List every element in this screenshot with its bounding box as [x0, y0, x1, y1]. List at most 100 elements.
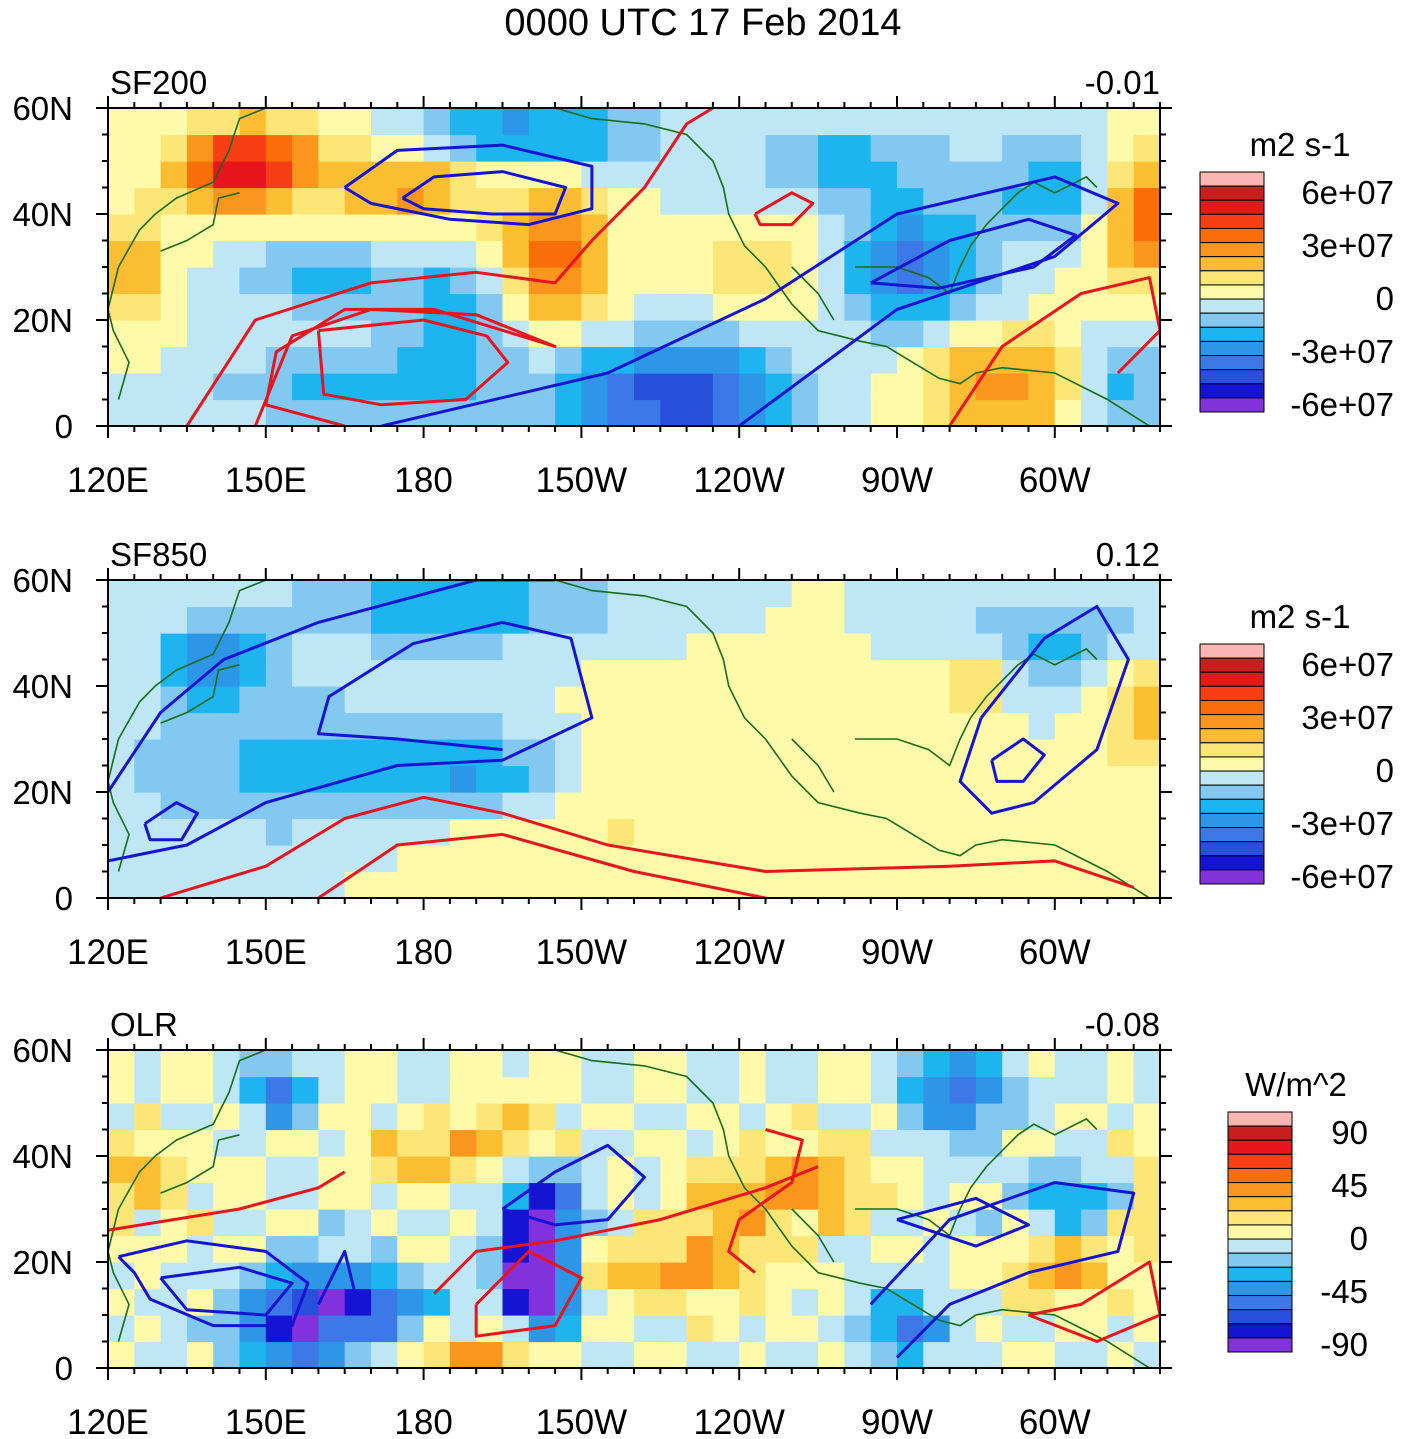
- field-cell: [791, 606, 819, 634]
- field-cell: [186, 1050, 214, 1078]
- field-cell: [607, 633, 635, 661]
- field-cell: [108, 871, 135, 898]
- field-cell: [949, 686, 977, 714]
- field-cell: [1028, 633, 1056, 661]
- correlation-label: -0.08: [1085, 1006, 1160, 1043]
- field-cell: [476, 633, 504, 661]
- field-cell: [844, 108, 872, 136]
- field-cell: [528, 1050, 556, 1078]
- x-tick-label: 150W: [536, 933, 627, 972]
- field-cell: [555, 871, 582, 898]
- field-cell: [818, 1129, 845, 1157]
- field-cell: [1002, 214, 1030, 242]
- field-cell: [870, 373, 898, 401]
- field-cell: [923, 240, 951, 268]
- field-cell: [292, 739, 319, 767]
- field-cell: [923, 1288, 951, 1316]
- field-cell: [975, 1103, 1003, 1131]
- field-cell: [213, 267, 241, 295]
- field-cell: [528, 633, 556, 661]
- field-cell: [449, 686, 477, 714]
- field-cell: [134, 845, 162, 873]
- colorbar-swatch: [1199, 340, 1265, 357]
- field-cell: [581, 1235, 609, 1263]
- field-cell: [581, 1076, 609, 1104]
- field-cell: [581, 293, 609, 321]
- field-cell: [1002, 1103, 1030, 1131]
- field-cell: [397, 1129, 425, 1157]
- field-cell: [818, 1288, 845, 1316]
- field-cell: [791, 633, 819, 661]
- field-cell: [502, 633, 530, 661]
- field-cell: [528, 1262, 556, 1290]
- field-cell: [108, 686, 135, 714]
- field-cell: [528, 346, 556, 374]
- x-tick-label: 120W: [693, 1403, 784, 1439]
- field-cell: [292, 346, 319, 374]
- field-cell: [318, 1050, 346, 1078]
- field-cell: [502, 580, 530, 608]
- field-cell: [897, 1235, 924, 1263]
- field-cell: [502, 1156, 530, 1184]
- coastline: [108, 309, 130, 400]
- field-cell: [423, 267, 451, 295]
- x-tick-label: 120E: [67, 1403, 149, 1439]
- field-cell: [870, 580, 898, 608]
- field-cell: [213, 293, 241, 321]
- field-cell: [739, 1341, 767, 1368]
- field-cell: [528, 871, 556, 898]
- field-cell: [502, 686, 530, 714]
- field-cell: [660, 267, 688, 295]
- field-cell: [607, 1235, 635, 1263]
- negative-contour: [108, 580, 556, 793]
- field-cell: [1133, 659, 1160, 687]
- field-cell: [712, 373, 740, 401]
- field-cell: [660, 1182, 688, 1210]
- field-cell: [292, 686, 319, 714]
- y-tick-label: 20N: [12, 1244, 73, 1281]
- field-cell: [1107, 134, 1135, 162]
- field-cell: [870, 1209, 898, 1237]
- field-cell: [712, 712, 740, 740]
- field-cell: [1081, 1103, 1108, 1131]
- field-cell: [791, 1288, 819, 1316]
- field-cell: [292, 1076, 319, 1104]
- field-cell: [923, 686, 951, 714]
- field-cell: [344, 1341, 372, 1368]
- field-cell: [1133, 845, 1160, 873]
- field-cell: [555, 320, 582, 348]
- field-cell: [397, 1156, 425, 1184]
- field-cell: [975, 1076, 1003, 1104]
- colorbar-swatch: [1199, 199, 1265, 215]
- field-cell: [870, 686, 898, 714]
- field-cell: [555, 792, 582, 820]
- field-cell: [476, 818, 504, 846]
- negative-contour: [143, 801, 199, 842]
- field-cell: [423, 293, 451, 321]
- field-cell: [1028, 712, 1056, 740]
- field-cell: [476, 686, 504, 714]
- field-cell: [607, 214, 635, 242]
- field-cell: [844, 686, 872, 714]
- field-cell: [213, 1156, 241, 1184]
- colorbar-label: -45: [1320, 1273, 1368, 1310]
- field-cell: [791, 1129, 819, 1157]
- field-cell: [581, 871, 609, 898]
- colorbar-swatch: [1199, 699, 1265, 716]
- field-cell: [765, 1076, 793, 1104]
- field-cell: [528, 792, 556, 820]
- field-cell: [555, 1182, 582, 1210]
- field-cell: [371, 1182, 398, 1210]
- field-cell: [844, 1235, 872, 1263]
- field-cell: [265, 161, 293, 189]
- field-cell: [449, 1050, 477, 1078]
- field-cell: [923, 134, 951, 162]
- field-cell: [397, 161, 425, 189]
- field-cell: [949, 373, 977, 401]
- field-cell: [581, 108, 609, 136]
- field-cell: [108, 1076, 135, 1104]
- field-cell: [660, 346, 688, 374]
- field-cell: [292, 633, 319, 661]
- field-cell: [186, 765, 214, 793]
- field-cell: [213, 134, 241, 162]
